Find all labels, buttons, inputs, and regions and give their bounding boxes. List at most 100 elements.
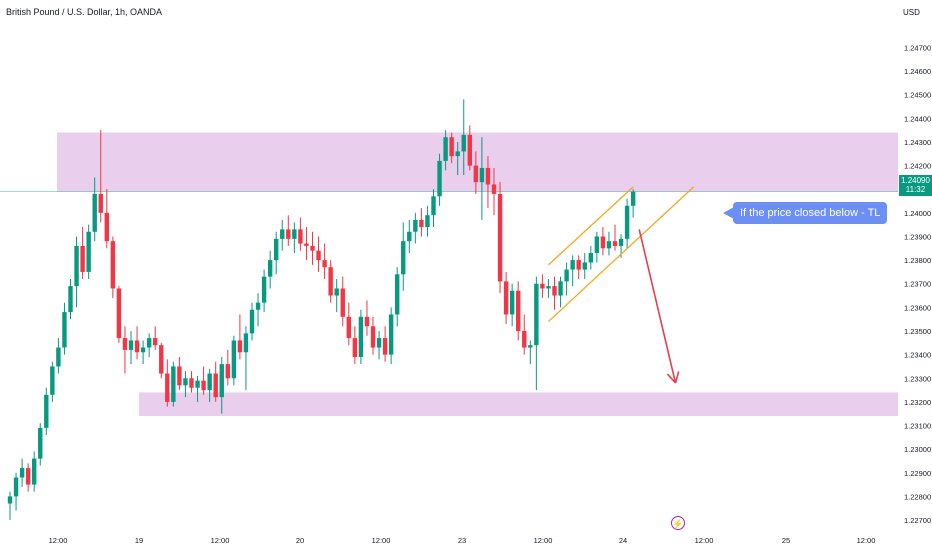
candle-body — [195, 380, 200, 388]
arrow-head — [666, 373, 677, 384]
candle-body — [461, 134, 466, 152]
candle-body — [401, 241, 406, 275]
price-tick-label: 1.23800 — [904, 256, 931, 265]
candle-body — [437, 160, 442, 197]
callout-pointer — [723, 207, 734, 219]
channel-upper-line — [548, 186, 634, 266]
arrow-head — [674, 371, 680, 384]
candle-body — [564, 269, 569, 282]
candle-body — [364, 316, 370, 327]
candle-body — [104, 212, 109, 242]
candle-body — [395, 274, 400, 315]
candle-body — [122, 338, 128, 350]
candles — [7, 99, 636, 521]
annotation-callout[interactable]: If the price closed below - TL — [733, 202, 888, 224]
price-tick-label: 1.22900 — [904, 469, 931, 478]
candle-body — [310, 245, 315, 251]
price-tick-label: 1.22800 — [904, 492, 931, 501]
price-tick-label: 1.24500 — [904, 91, 931, 100]
candle-body — [497, 193, 503, 282]
candle-body — [522, 331, 527, 348]
candle-body — [92, 193, 97, 232]
candle-body — [358, 316, 364, 357]
candle-body — [7, 496, 13, 504]
candle-body — [431, 196, 436, 216]
time-tick-label: 12:00 — [534, 536, 553, 545]
price-tick-label: 1.24400 — [904, 114, 931, 123]
candle-body — [237, 340, 243, 353]
time-tick-label: 12:00 — [49, 536, 68, 545]
candle-body — [261, 276, 267, 303]
candle-body — [110, 241, 116, 289]
price-tick-label: 1.23300 — [904, 374, 931, 383]
candle-body — [346, 316, 351, 339]
candle-body — [322, 260, 327, 268]
candle-body — [485, 167, 491, 185]
candle-body — [177, 366, 182, 386]
candle-body — [413, 219, 418, 232]
candle-body — [74, 245, 79, 287]
candle-body — [588, 253, 593, 263]
candle-body — [479, 167, 485, 183]
candle-body — [630, 191, 636, 206]
candle-body — [116, 288, 122, 339]
time-tick-label: 12:00 — [211, 536, 230, 545]
candle-body — [50, 366, 55, 395]
time-tick-label: 25 — [782, 536, 790, 545]
candle-body — [86, 231, 91, 272]
candle-body — [419, 219, 424, 228]
candle-body — [473, 165, 479, 183]
candle-body — [128, 340, 134, 350]
channel-lower-line — [548, 186, 695, 323]
candle-body — [201, 380, 206, 391]
price-tick-label: 1.23100 — [904, 422, 931, 431]
time-axis[interactable]: 12:00 19 12:00 20 12:00 23 12:00 24 12:00 25 12:00 — [49, 536, 876, 545]
candle-body — [44, 394, 49, 428]
bar-countdown: 11:32 — [905, 185, 926, 194]
candle-body — [600, 236, 606, 249]
candle-body — [407, 231, 412, 242]
candle-body — [618, 238, 624, 246]
candle-body — [68, 286, 73, 313]
candle-body — [98, 193, 103, 213]
candle-body — [382, 338, 388, 355]
candle-body — [516, 290, 521, 332]
candle-body — [425, 215, 430, 228]
candle-body — [534, 283, 539, 346]
candle-body — [509, 290, 515, 315]
candle-body — [370, 326, 376, 348]
candle-body — [207, 373, 212, 391]
candle-body — [140, 347, 146, 353]
time-tick-label: 19 — [135, 536, 143, 545]
price-axis[interactable]: 1.24700 1.24600 1.24500 1.24400 1.24300 1.242… — [904, 43, 931, 525]
candle-body — [274, 238, 279, 261]
time-tick-label: 23 — [458, 536, 466, 545]
candle-body — [225, 364, 230, 379]
price-tick-label: 1.24300 — [904, 138, 931, 147]
time-tick-label: 12:00 — [695, 536, 714, 545]
candle-body — [612, 241, 618, 246]
current-price-badge: 1.24090 11:32 — [899, 175, 932, 196]
candle-body — [286, 229, 291, 239]
candle-body — [443, 137, 448, 161]
price-tick-label: 1.24200 — [904, 162, 931, 171]
candle-body — [292, 229, 297, 239]
price-tick-label: 1.23200 — [904, 398, 931, 407]
candle-body — [340, 288, 345, 317]
candle-body — [249, 309, 255, 334]
candle-body — [62, 312, 67, 348]
candle-body — [606, 241, 612, 249]
candle-body — [334, 288, 339, 296]
candle-body — [267, 260, 273, 277]
candle-body — [540, 283, 545, 289]
lightning-icon[interactable]: ⚡ — [671, 516, 685, 530]
candle-body — [80, 245, 85, 272]
candle-body — [298, 229, 303, 244]
zone-box — [139, 392, 898, 417]
candle-body — [219, 364, 224, 398]
candle-body — [189, 378, 194, 388]
time-tick-label: 12:00 — [857, 536, 876, 545]
symbol-title: British Pound / U.S. Dollar, 1h, OANDA — [6, 7, 163, 17]
price-tick-label: 1.22700 — [904, 516, 931, 525]
